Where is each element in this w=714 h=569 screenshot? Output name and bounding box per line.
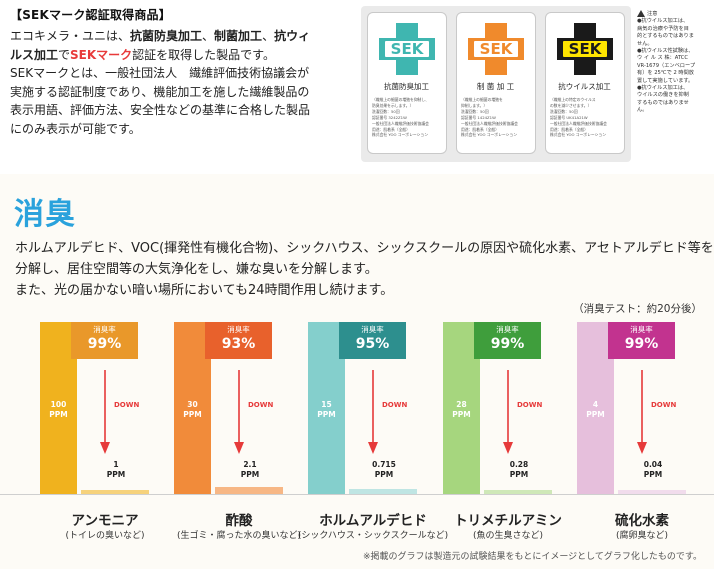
svg-text:SEK: SEK [391, 40, 425, 58]
before-value-label: 15 PPM [317, 400, 336, 419]
bar-after [618, 490, 686, 494]
chart-group: 30 PPM 消臭率 93% DOWN 2.1 PPM 酢酸 (生ゴミ・腐った水の臭いなど) [174, 0, 304, 569]
category-name: 硫化水素 [615, 513, 669, 529]
sek-line-2: ルス加工でSEKマーク認証を取得した製品です。 [10, 47, 275, 62]
rate-value: 93% [221, 336, 256, 352]
rate-box: 消臭率 99% [608, 322, 675, 359]
sek-card-antibacterial: SEK 抗菌防臭加工 （繊維上の細菌の増殖を抑制し、 防臭効果を示します。） 洗濯回… [367, 12, 447, 154]
category-subtitle: (シックハウス・シックスクールなど) [297, 531, 449, 541]
category-subtitle: (魚の生臭さなど) [472, 531, 544, 541]
rate-box: 消臭率 99% [71, 322, 138, 359]
bar-before [308, 322, 345, 494]
down-label: DOWN [114, 401, 140, 409]
rate-value: 99% [87, 336, 122, 352]
sek-card-antiviral: SEK 抗ウイルス加工 （繊維上の特定のウイルス の数を減少させます。） 洗濯回数：… [545, 12, 625, 154]
sek-heading: 【SEKマーク認証取得商品】 [10, 8, 171, 22]
rate-box: 消臭率 93% [205, 322, 272, 359]
card-caption: 抗菌防臭加工 [384, 82, 429, 91]
down-arrow-icon [234, 370, 244, 454]
bar-after [81, 490, 149, 494]
sek-line-6: にのみ表示が可能です。 [10, 121, 141, 136]
svg-text:SEK: SEK [480, 40, 514, 58]
category-subtitle: (腐卵臭など) [615, 531, 669, 541]
category-name: ホルムアルデヒド [319, 513, 427, 529]
before-value-label: 30 PPM [183, 400, 202, 419]
rate-value: 99% [624, 336, 659, 352]
chart-group: 4 PPM 消臭率 99% DOWN 0.04 PPM 硫化水素 (腐卵臭など) [577, 0, 707, 569]
card-fine-print: （繊維上の細菌の増殖を抑制し、 防臭効果を示します。） 洗濯回数：50回 認証番号 3… [372, 97, 429, 138]
card-fine-print: （繊維上の細菌の増殖を 抑制します。） 洗濯回数：50回 認証番号 1424Z1W 一般… [461, 97, 518, 138]
down-arrow-icon [637, 370, 647, 454]
before-value-label: 100 PPM [49, 400, 68, 419]
warning-icon [637, 10, 645, 17]
after-value-label: 0.28 PPM [509, 460, 529, 479]
section-description: ホルムアルデヒド、VOC(揮発性有機化合物)、シックハウス、シックスクールの原因… [15, 238, 714, 301]
sek-logo-icon: SEK [468, 23, 524, 75]
sek-line-5: 表示用語、評価方法、安全性などの基準に合格した製品 [10, 103, 311, 117]
after-value-label: 2.1 PPM [240, 460, 260, 479]
chart-group: 15 PPM 消臭率 95% DOWN 0.715 PPM ホルムアルデヒド (シックハウス・シ… [298, 0, 448, 569]
bar-before [40, 322, 77, 494]
test-note: （消臭テスト：約20分後） [573, 303, 702, 315]
down-label: DOWN [382, 401, 408, 409]
category-name: トリメチルアミン [454, 513, 562, 529]
sek-description: エコキメラ・ユニは、抗菌防臭加工、制菌加工、抗ウィ ルス加工でSEKマーク認証を… [10, 27, 342, 138]
rate-value: 99% [490, 336, 525, 352]
footnote: ※掲載のグラフは製造元の試験結果をもとにイメージとしてグラフ化したものです。 [362, 552, 702, 562]
card-fine-print: （繊維上の特定のウイルス の数を減少させます。） 洗濯回数：50回 認証番号 UK41… [550, 97, 607, 138]
bar-after [215, 487, 283, 494]
description-line: ホルムアルデヒド、VOC(揮発性有機化合物)、シックハウス、シックスクールの原因… [15, 241, 714, 256]
down-arrow-icon [100, 370, 110, 454]
sek-line-1: エコキメラ・ユニは、抗菌防臭加工、制菌加工、抗ウィ [10, 29, 311, 43]
down-label: DOWN [651, 401, 677, 409]
down-arrow-icon [503, 370, 513, 454]
sek-line-3: SEKマークとは、一般社団法人 繊維評価技術協議会が [10, 66, 310, 80]
rate-box: 消臭率 99% [474, 322, 541, 359]
warning-note-title: 注意 [637, 10, 711, 18]
down-arrow-icon [368, 370, 378, 454]
sek-line-4: 実施する認証制度であり、機能加工を施した繊維製品の [10, 84, 310, 99]
card-caption: 抗ウイルス加工 [558, 82, 611, 91]
after-value-label: 0.04 PPM [643, 460, 663, 479]
rate-value: 95% [355, 336, 390, 352]
bar-before [174, 322, 211, 494]
bar-after [349, 489, 417, 494]
before-value-label: 4 PPM [586, 400, 605, 419]
chart-baseline [0, 494, 714, 495]
bar-after [484, 490, 552, 494]
sek-cards: SEK 抗菌防臭加工 （繊維上の細菌の増殖を抑制し、 防臭効果を示します。） 洗濯回… [361, 6, 631, 162]
after-value-label: 0.715 PPM [372, 460, 396, 479]
section-title: 消臭 [14, 197, 76, 232]
down-label: DOWN [248, 401, 274, 409]
description-line: 分解し、居住空間等の大気浄化をし、嫌な臭いを分解します。 [15, 262, 378, 277]
after-value-label: 1 PPM [106, 460, 126, 479]
description-line: また、光の届かない暗い場所においても24時間作用し続けます。 [15, 283, 394, 298]
antiviral-notes: 注意 ●抗ウイルス加工は、 病気の治療や予防を目 的とするものではありま せん。 ●抗… [637, 10, 711, 115]
card-caption: 制 菌 加 工 [476, 82, 515, 91]
bar-before [443, 322, 480, 494]
svg-text:SEK: SEK [569, 40, 603, 58]
down-label: DOWN [517, 401, 543, 409]
category-subtitle: (生ゴミ・腐った水の臭いなど) [176, 531, 302, 541]
rate-box: 消臭率 95% [339, 322, 406, 359]
bar-before [577, 322, 614, 494]
chart-group: 28 PPM 消臭率 99% DOWN 0.28 PPM トリメチルアミン (魚の生臭さなど) [443, 0, 573, 569]
sek-logo-icon: SEK [557, 23, 613, 75]
category-subtitle: (トイレの臭いなど) [65, 531, 145, 541]
sek-card-bacteriostatic: SEK 制 菌 加 工 （繊維上の細菌の増殖を 抑制します。） 洗濯回数：50回 認証… [456, 12, 536, 154]
chart-group: 100 PPM 消臭率 99% DOWN 1 PPM アンモニア (トイレの臭いなど) [40, 0, 170, 569]
category-name: アンモニア [71, 513, 139, 529]
sek-logo-icon: SEK [379, 23, 435, 75]
before-value-label: 28 PPM [452, 400, 471, 419]
category-name: 酢酸 [225, 513, 253, 529]
